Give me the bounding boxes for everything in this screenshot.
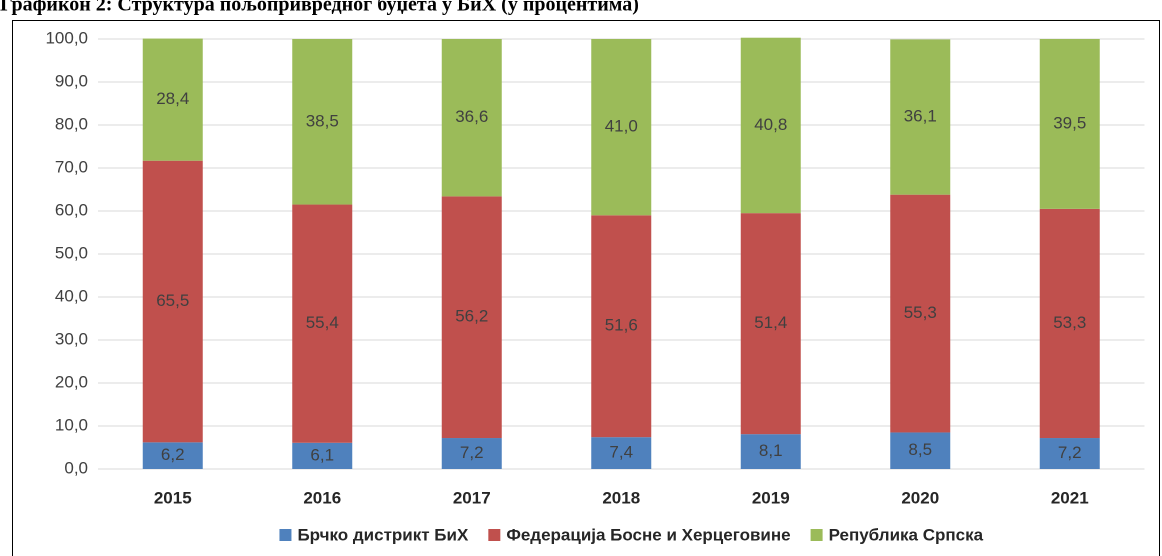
- bar-segment: [1039, 438, 1100, 469]
- y-tick-label: 20,0: [55, 372, 88, 391]
- bar-segment: [591, 437, 652, 469]
- chart-frame: [12, 20, 1160, 556]
- data-label: 65,5: [156, 291, 189, 310]
- data-label: 39,5: [1053, 113, 1086, 132]
- x-tick-label: 2020: [901, 488, 939, 507]
- bar-segment: [890, 194, 951, 433]
- bar-segment: [441, 438, 502, 469]
- y-tick-label: 90,0: [55, 71, 88, 90]
- data-label: 51,4: [754, 313, 787, 332]
- data-label: 41,0: [605, 117, 638, 136]
- bar-segment: [292, 204, 353, 443]
- data-label: 7,2: [460, 443, 484, 462]
- chart-title: Графикон 2: Структура пољопривредног буџ…: [0, 0, 639, 16]
- legend-label: Република Српска: [829, 525, 984, 544]
- y-tick-label: 50,0: [55, 243, 88, 262]
- y-tick-label: 0,0: [64, 458, 88, 477]
- bar-segment: [142, 442, 203, 469]
- bar-segment: [740, 213, 801, 435]
- y-tick-label: 100,0: [45, 28, 88, 47]
- bar-segment: [142, 160, 203, 443]
- data-label: 40,8: [754, 115, 787, 134]
- data-label: 55,4: [306, 313, 339, 332]
- data-label: 7,4: [609, 443, 633, 462]
- data-label: 38,5: [306, 111, 339, 130]
- y-tick-label: 30,0: [55, 329, 88, 348]
- bar-segment: [591, 39, 652, 216]
- legend-label: Федерација Босне и Херцеговине: [506, 525, 790, 544]
- data-label: 36,1: [904, 107, 937, 126]
- data-label: 7,2: [1058, 443, 1082, 462]
- legend-swatch: [488, 529, 501, 541]
- bar-segment: [441, 196, 502, 439]
- bar-segment: [292, 39, 353, 205]
- y-tick-label: 10,0: [55, 415, 88, 434]
- data-label: 8,1: [759, 441, 783, 460]
- y-tick-label: 40,0: [55, 286, 88, 305]
- data-label: 36,6: [455, 107, 488, 126]
- bar-segment: [591, 215, 652, 438]
- legend-swatch: [810, 529, 823, 541]
- data-label: 56,2: [455, 307, 488, 326]
- y-tick-label: 60,0: [55, 200, 88, 219]
- bar-segment: [1039, 39, 1100, 209]
- data-label: 8,5: [908, 440, 932, 459]
- legend-swatch: [279, 529, 292, 541]
- data-label: 53,3: [1053, 313, 1086, 332]
- x-tick-label: 2019: [752, 488, 790, 507]
- y-tick-label: 70,0: [55, 157, 88, 176]
- bar-segment: [292, 442, 353, 469]
- data-label: 51,6: [605, 316, 638, 335]
- data-label: 6,1: [310, 445, 334, 464]
- x-tick-label: 2016: [303, 488, 341, 507]
- legend-label: Брчко дистрикт БиХ: [297, 525, 469, 544]
- x-tick-label: 2018: [602, 488, 640, 507]
- data-label: 6,2: [161, 445, 185, 464]
- bar-segment: [142, 38, 203, 161]
- data-label: 28,4: [156, 89, 189, 108]
- x-tick-label: 2015: [154, 488, 192, 507]
- bar-segment: [441, 39, 502, 197]
- bar-segment: [740, 37, 801, 214]
- x-tick-label: 2017: [453, 488, 491, 507]
- bar-segment: [740, 434, 801, 469]
- bar-segment: [890, 39, 951, 195]
- bar-segment: [1039, 208, 1100, 439]
- x-tick-label: 2021: [1051, 488, 1089, 507]
- bar-segment: [890, 432, 951, 469]
- y-tick-label: 80,0: [55, 114, 88, 133]
- data-label: 55,3: [904, 303, 937, 322]
